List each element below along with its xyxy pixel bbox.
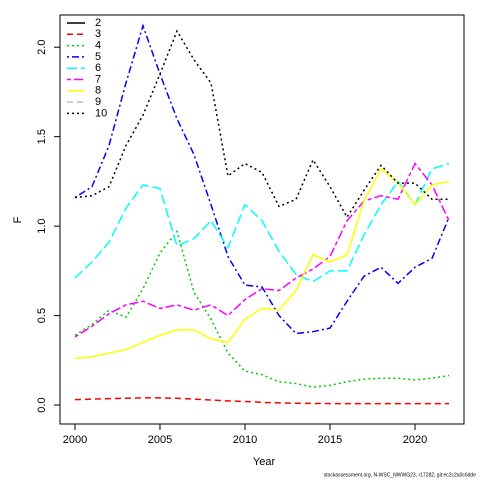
legend-label: 2	[95, 17, 101, 29]
series-line	[74, 23, 450, 335]
legend-label: 9	[95, 96, 101, 108]
x-axis-label: Year	[253, 456, 276, 468]
legend-label: 3	[95, 28, 101, 40]
plot-box	[59, 14, 465, 425]
series-line	[74, 229, 450, 388]
legend-label: 8	[95, 85, 101, 97]
legend-label: 10	[95, 107, 107, 119]
y-axis-label: F	[12, 216, 24, 223]
y-tick-label: 0.0	[36, 397, 48, 412]
y-tick-label: 1.0	[36, 218, 48, 233]
x-tick-label: 2005	[148, 434, 172, 446]
series-line	[74, 397, 450, 405]
x-tick-label: 2010	[233, 434, 257, 446]
series-line	[74, 167, 450, 360]
series-line	[74, 162, 450, 338]
x-tick-label: 2020	[403, 434, 427, 446]
legend-label: 7	[95, 73, 101, 85]
y-tick-label: 0.5	[36, 308, 48, 323]
x-tick-label: 2015	[318, 434, 342, 446]
x-tick-label: 2000	[63, 434, 87, 446]
legend-label: 6	[95, 62, 101, 74]
legend-label: 4	[95, 40, 101, 52]
footer: stockassessment.org, N-WSC_NWWG23, r1728…	[324, 472, 477, 478]
y-tick-label: 2.0	[36, 40, 48, 55]
series-line	[74, 162, 450, 283]
legend-label: 5	[95, 51, 101, 63]
y-tick-label: 1.5	[36, 129, 48, 144]
